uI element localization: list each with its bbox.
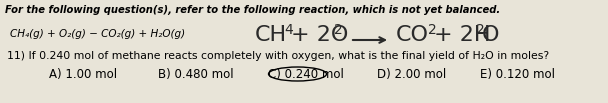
Text: 2: 2 [334, 23, 343, 37]
Text: + 2O: + 2O [291, 25, 348, 45]
Text: CO: CO [396, 25, 429, 45]
Text: 2: 2 [428, 23, 437, 37]
Text: 2: 2 [476, 23, 485, 37]
Text: 4: 4 [284, 23, 292, 37]
Text: D) 2.00 mol: D) 2.00 mol [377, 68, 446, 81]
Text: CH₄(g) + O₂(g) − CO₂(g) + H₂O(g): CH₄(g) + O₂(g) − CO₂(g) + H₂O(g) [10, 29, 185, 39]
Text: + 2H: + 2H [434, 25, 491, 45]
Text: O: O [482, 25, 500, 45]
Text: CH: CH [255, 25, 287, 45]
Text: A) 1.00 mol: A) 1.00 mol [49, 68, 117, 81]
Text: For the following question(s), refer to the following reaction, which is not yet: For the following question(s), refer to … [5, 5, 500, 15]
Text: 11) If 0.240 mol of methane reacts completely with oxygen, what is the final yie: 11) If 0.240 mol of methane reacts compl… [7, 51, 549, 61]
Text: B) 0.480 mol: B) 0.480 mol [158, 68, 233, 81]
Text: C) 0.240 mol: C) 0.240 mol [268, 68, 344, 81]
Text: E) 0.120 mol: E) 0.120 mol [480, 68, 555, 81]
